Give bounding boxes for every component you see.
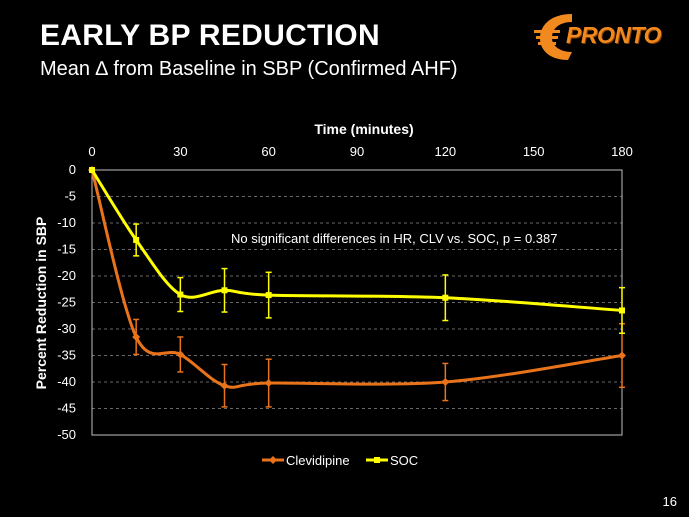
y-tick-label: -15: [57, 242, 76, 257]
legend-marker: [269, 456, 277, 464]
legend-item-clevidipine: Clevidipine: [262, 453, 350, 468]
y-tick-label: 0: [69, 162, 76, 177]
data-point: [132, 332, 141, 341]
tick-labels: 0 -5 -10 -15 -20 -25 -30 -35 -40 -45 -50 0 30 60 90 120…: [57, 144, 633, 442]
x-tick-label: 60: [261, 144, 275, 159]
data-point: [442, 294, 449, 301]
slide-title: EARLY BP REDUCTION: [40, 19, 380, 52]
sbp-line-chart: Time (minutes) Percent Reduction in SBP …: [33, 121, 633, 468]
x-tick-label: 30: [173, 144, 187, 159]
data-point: [133, 236, 140, 243]
x-axis-title: Time (minutes): [314, 121, 413, 137]
y-tick-label: -40: [57, 374, 76, 389]
logo-swoosh-icon: [534, 14, 572, 60]
y-tick-label: -20: [57, 268, 76, 283]
legend-label: Clevidipine: [286, 453, 350, 468]
y-tick-label: -25: [57, 295, 76, 310]
y-axis-title: Percent Reduction in SBP: [33, 217, 49, 390]
significance-annotation: No significant differences in HR, CLV vs…: [231, 231, 557, 246]
data-point: [89, 167, 95, 173]
y-tick-label: -5: [64, 189, 76, 204]
y-tick-label: -10: [57, 215, 76, 230]
series-layer: [88, 166, 626, 408]
logo-wordmark: PRONTO: [566, 22, 661, 48]
series-clevidipine: [88, 166, 626, 408]
series-soc: [89, 167, 625, 334]
x-tick-label: 0: [88, 144, 95, 159]
data-point: [264, 379, 273, 388]
data-point: [619, 307, 625, 314]
data-point: [441, 378, 450, 386]
x-tick-label: 180: [611, 144, 633, 159]
y-tick-label: -50: [57, 427, 76, 442]
data-point: [265, 292, 272, 299]
slide-subtitle: Mean ∆ from Baseline in SBP (Confirmed A…: [40, 58, 458, 80]
page-number: 16: [662, 494, 677, 509]
data-point: [221, 287, 228, 294]
data-point: [176, 350, 185, 359]
data-point: [220, 381, 229, 390]
y-tick-label: -45: [57, 401, 76, 416]
y-tick-label: -35: [57, 348, 76, 363]
x-tick-label: 150: [523, 144, 545, 159]
series-line-clevidipine: [90, 169, 623, 389]
legend-label: SOC: [390, 453, 418, 468]
data-point: [177, 291, 184, 298]
data-point: [618, 351, 626, 360]
legend-item-soc: SOC: [366, 453, 418, 468]
pronto-logo: [534, 14, 572, 60]
x-tick-label: 120: [434, 144, 456, 159]
legend-marker: [374, 457, 380, 463]
y-tick-label: -30: [57, 321, 76, 336]
x-tick-label: 90: [350, 144, 364, 159]
legend: Clevidipine SOC: [262, 453, 418, 468]
